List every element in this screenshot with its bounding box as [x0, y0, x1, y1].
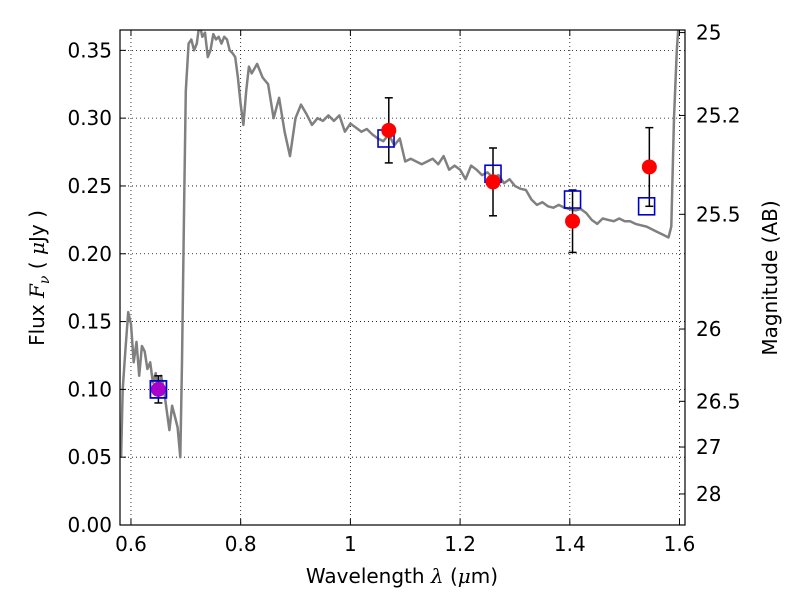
plot-frame	[119, 29, 686, 526]
y2-tick-label: 25	[696, 21, 721, 45]
y-tick-label: 0.00	[67, 513, 112, 537]
x-tick-label: 1.6	[664, 532, 696, 556]
y2-tick-label: 28	[696, 482, 721, 506]
y2-tick-label: 26	[696, 317, 721, 341]
observed-point	[485, 174, 501, 190]
y-tick-label: 0.05	[67, 445, 112, 469]
observed-point	[565, 213, 581, 229]
y-tick-label: 0.35	[67, 38, 112, 62]
x-axis-label-pre: Wavelength	[306, 564, 431, 588]
y2-tick-label: 25.5	[696, 202, 741, 226]
x-axis-label-post: (	[444, 564, 458, 588]
y2-tick-label: 25.2	[696, 103, 741, 127]
synthetic-square	[637, 197, 656, 216]
y-axis-label-mid: (	[25, 255, 49, 276]
y-tick-label: 0.20	[67, 242, 112, 266]
y2-axis-label: Magnitude (AB)	[758, 200, 782, 355]
observed-point	[381, 122, 397, 138]
x-axis-ticks: 0.6 0.8 1 1.2 1.4 1.6	[115, 30, 695, 556]
x-tick-label: 1.2	[444, 532, 476, 556]
y-axis-label-symbol: F	[25, 283, 49, 299]
x-axis-label-symbol: λ	[430, 564, 444, 588]
y-axis-ticks: 0.00 0.05 0.10 0.15 0.20 0.25 0.30 0.35	[67, 38, 126, 537]
model-sed-line	[120, 30, 680, 459]
x-tick-label: 1.4	[554, 532, 586, 556]
y2-axis-ticks: 25 25.2 25.5 26 26.5 27 28	[679, 21, 741, 506]
y-tick-label: 0.10	[67, 377, 112, 401]
synthetic-square-overlay	[149, 380, 168, 399]
x-tick-label: 1	[344, 532, 357, 556]
x-axis-label: Wavelength λ (μm)	[306, 564, 498, 588]
x-tick-label: 0.8	[225, 532, 257, 556]
y-tick-label: 0.25	[67, 174, 112, 198]
synthetic-square	[563, 190, 582, 209]
plot-area	[120, 30, 680, 459]
y2-tick-label: 26.5	[696, 389, 741, 413]
y-axis-label: Flux Fν ( μJy )	[25, 210, 53, 346]
x-tick-label: 0.6	[115, 532, 147, 556]
y-axis-label-pre: Flux	[25, 298, 49, 346]
x-axis-label-mu: μ	[458, 564, 471, 588]
observed-point	[641, 159, 657, 175]
y-axis-label-sub: ν	[37, 275, 53, 284]
y-tick-label: 0.15	[67, 310, 112, 334]
x-axis-label-unit: m)	[471, 564, 498, 588]
observed-point	[150, 381, 166, 397]
y-axis-label-mu: μ	[25, 242, 49, 255]
y2-tick-label: 27	[696, 435, 721, 459]
y-axis-label-unit: Jy )	[25, 210, 49, 244]
y-tick-label: 0.30	[67, 106, 112, 130]
grid-lines	[120, 30, 685, 526]
